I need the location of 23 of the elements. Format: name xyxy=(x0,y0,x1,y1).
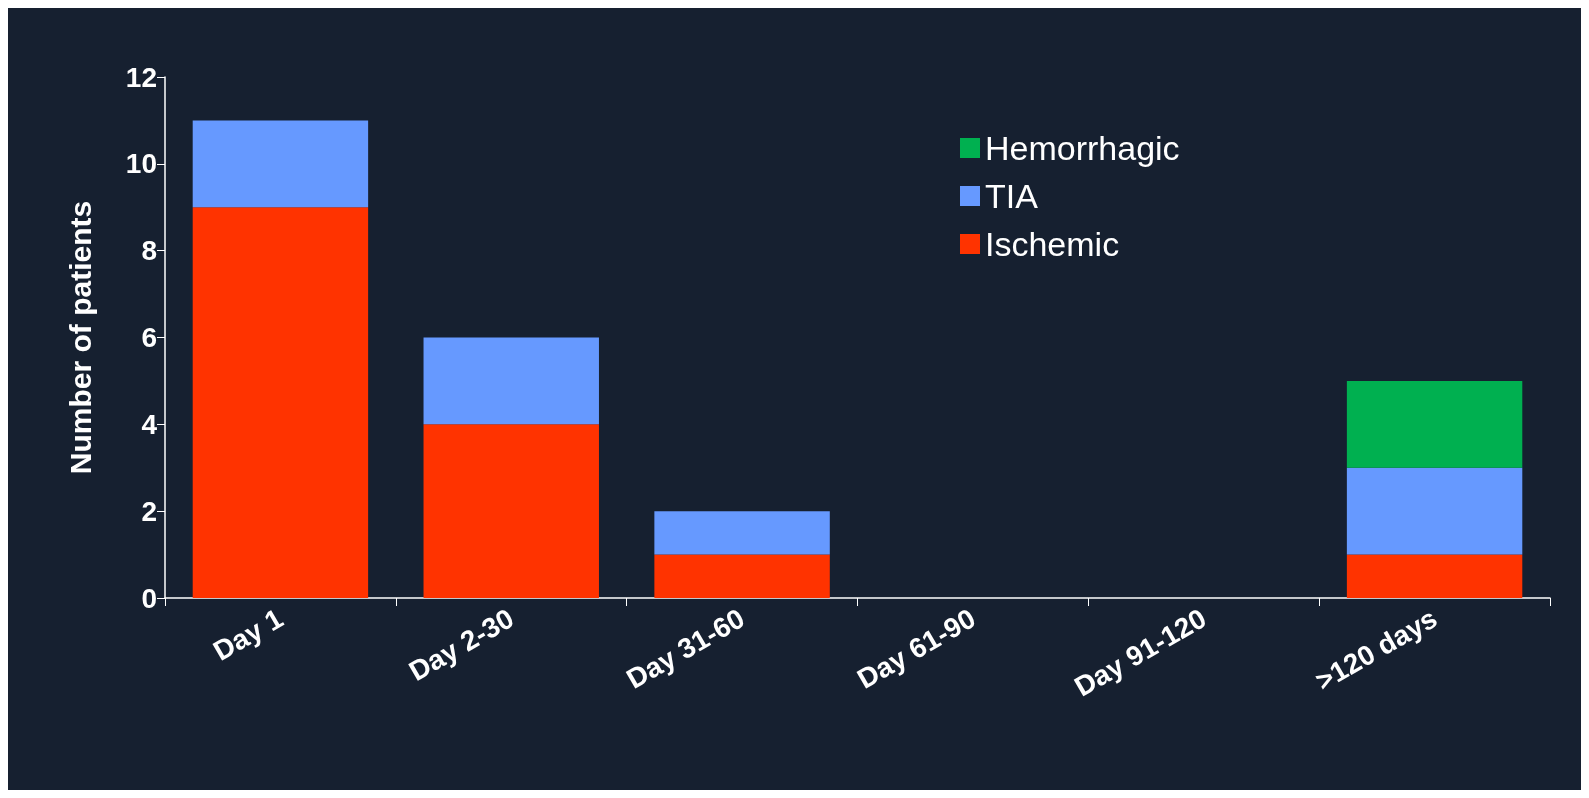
y-tick-label: 2 xyxy=(141,495,157,527)
legend-label: Hemorrhagic xyxy=(985,129,1180,167)
bar xyxy=(423,337,599,425)
bar xyxy=(1346,380,1523,468)
bar xyxy=(654,511,830,555)
bar xyxy=(654,554,830,598)
x-tick-label: Day 1 xyxy=(207,602,289,667)
legend-label: TIA xyxy=(985,177,1039,215)
y-tick-label: 8 xyxy=(141,235,157,267)
bar xyxy=(192,207,369,598)
bar xyxy=(192,120,369,208)
y-tick-label: 10 xyxy=(125,148,157,180)
y-tick-label: 0 xyxy=(141,582,157,614)
bar xyxy=(1346,467,1523,555)
legend-label: Ischemic xyxy=(985,225,1120,263)
y-tick-label: 6 xyxy=(141,322,157,353)
y-axis-title: Number of patients xyxy=(63,200,97,475)
y-tick-label: 4 xyxy=(141,408,158,440)
bar xyxy=(423,424,599,598)
bar xyxy=(1346,554,1523,598)
y-tick-label: 12 xyxy=(125,61,157,93)
x-tick-label: >120 days xyxy=(1310,602,1443,697)
x-tick-label: Day 2-30 xyxy=(403,602,519,687)
